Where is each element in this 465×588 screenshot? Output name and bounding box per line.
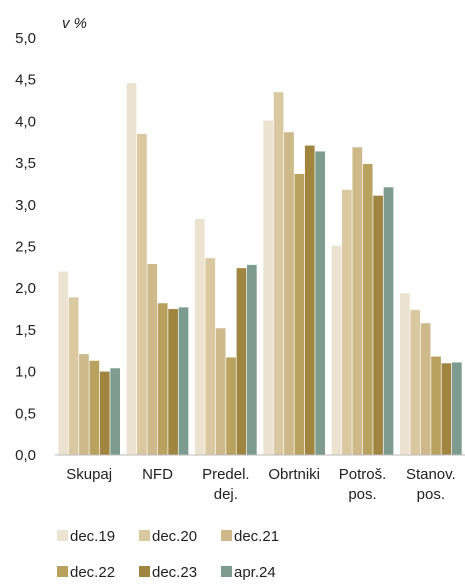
y-axis-ticks: 0,0 0,5 1,0 1,5 2,0 2,5 3,0 3,5 4,0 4,5 5,0 [15, 30, 36, 464]
legend-label: dec.21 [234, 528, 279, 545]
y-tick-label: 5,0 [15, 30, 36, 47]
bar-apr-24 [383, 187, 394, 456]
category-labels: Skupaj NFD Predel. dej. Obrtniki Potroš. pos. S… [66, 466, 455, 503]
legend-swatch [57, 530, 68, 541]
bar-dec-19 [331, 245, 342, 455]
category-label: Obrtniki [268, 466, 320, 483]
bar-dec-22 [294, 173, 305, 455]
bar-dec-22 [431, 356, 441, 455]
legend-swatch [221, 566, 232, 577]
category-label: Potroš. [339, 466, 387, 483]
bar-dec-19 [126, 83, 137, 455]
bar-dec-21 [352, 147, 363, 455]
bar-dec-23 [373, 195, 383, 455]
legend-swatch [139, 566, 150, 577]
category-label: NFD [142, 466, 173, 483]
y-tick-label: 0,5 [15, 405, 36, 422]
bar-dec-23 [304, 145, 315, 455]
bar-dec-21 [147, 264, 158, 455]
bar-apr-24 [246, 264, 257, 455]
category-label: dej. [214, 486, 238, 503]
y-tick-label: 1,5 [15, 322, 36, 339]
legend-label: dec.23 [152, 564, 197, 581]
unit-label: v % [62, 15, 87, 32]
category-label: pos. [348, 486, 376, 503]
bar-dec-22 [157, 303, 168, 455]
bar-dec-19 [399, 293, 410, 455]
bar-dec-20 [205, 258, 216, 455]
bar-dec-20 [273, 92, 284, 456]
bar-dec-23 [168, 309, 178, 455]
legend-label: dec.20 [152, 528, 197, 545]
y-tick-label: 3,0 [15, 197, 36, 214]
legend-label: dec.22 [70, 564, 115, 581]
category-label: pos. [417, 486, 445, 503]
bar-dec-22 [226, 357, 236, 455]
bar-apr-24 [110, 368, 121, 455]
y-tick-label: 1,0 [15, 364, 36, 381]
bar-dec-21 [420, 323, 431, 455]
category-label: Predel. [202, 466, 250, 483]
bar-dec-20 [137, 133, 147, 455]
bar-apr-24 [178, 307, 189, 455]
legend-label: apr.24 [234, 564, 276, 581]
bar-dec-20 [68, 297, 79, 455]
bars [58, 83, 462, 456]
legend: dec.19 dec.20 dec.21 dec.22 dec.23 apr.24 [57, 528, 279, 581]
y-tick-label: 2,5 [15, 239, 36, 256]
bar-apr-24 [315, 151, 326, 456]
bar-dec-22 [362, 163, 373, 455]
y-tick-label: 2,0 [15, 280, 36, 297]
bar-dec-20 [342, 189, 352, 456]
legend-swatch [221, 530, 232, 541]
y-tick-label: 0,0 [15, 447, 36, 464]
bar-dec-20 [410, 309, 421, 455]
bar-apr-24 [451, 362, 462, 455]
bar-dec-21 [284, 132, 294, 456]
legend-swatch [57, 566, 68, 577]
bar-dec-23 [99, 371, 110, 455]
bar-dec-23 [441, 363, 452, 455]
legend-label: dec.19 [70, 528, 115, 545]
y-tick-label: 4,0 [15, 113, 36, 130]
bar-dec-21 [79, 354, 89, 455]
bar-dec-22 [89, 360, 100, 455]
y-tick-label: 4,5 [15, 72, 36, 89]
bar-dec-19 [263, 120, 274, 455]
legend-swatch [139, 530, 150, 541]
bar-dec-21 [215, 328, 226, 455]
y-tick-label: 3,5 [15, 155, 36, 172]
bar-dec-23 [236, 268, 247, 455]
bar-dec-19 [58, 271, 69, 455]
category-label: Stanov. [406, 466, 456, 483]
bar-dec-19 [194, 218, 205, 455]
category-label: Skupaj [66, 466, 112, 483]
